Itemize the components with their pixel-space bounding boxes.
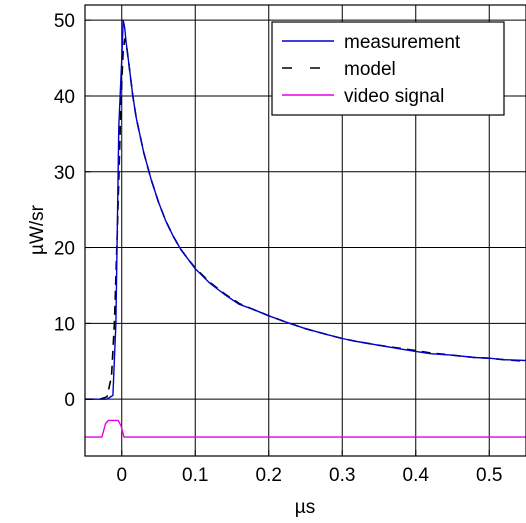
- y-tick-label: 40: [54, 87, 75, 108]
- legend-label: measurement: [344, 32, 461, 53]
- y-axis-label: µW/sr: [27, 204, 48, 255]
- x-tick-label: 0.1: [182, 465, 208, 486]
- series-line-model: [85, 38, 526, 400]
- y-tick-label: 20: [54, 239, 75, 260]
- y-tick-label: 0: [64, 390, 75, 411]
- x-tick-label: 0.4: [403, 465, 430, 486]
- x-axis-label: µs: [295, 497, 315, 518]
- y-tick-label: 30: [54, 163, 75, 184]
- legend-label: video signal: [344, 86, 444, 107]
- x-tick-label: 0: [116, 465, 127, 486]
- x-tick-label: 0.2: [256, 465, 282, 486]
- x-tick-label: 0.3: [329, 465, 355, 486]
- series-layer: [85, 19, 526, 438]
- y-tick-label: 50: [54, 11, 75, 32]
- legend: measurement model video signal: [271, 21, 505, 116]
- x-tick-label: 0.5: [476, 465, 502, 486]
- plot-frame: [84, 4, 526, 457]
- series-line-video-signal: [85, 419, 526, 438]
- series-line-measurement: [85, 19, 526, 400]
- ticks: 0 0.1 0.2 0.3 0.4 0.5 0 10 20 30 40 50: [54, 11, 503, 486]
- legend-label: model: [344, 59, 396, 80]
- y-tick-label: 10: [54, 314, 75, 335]
